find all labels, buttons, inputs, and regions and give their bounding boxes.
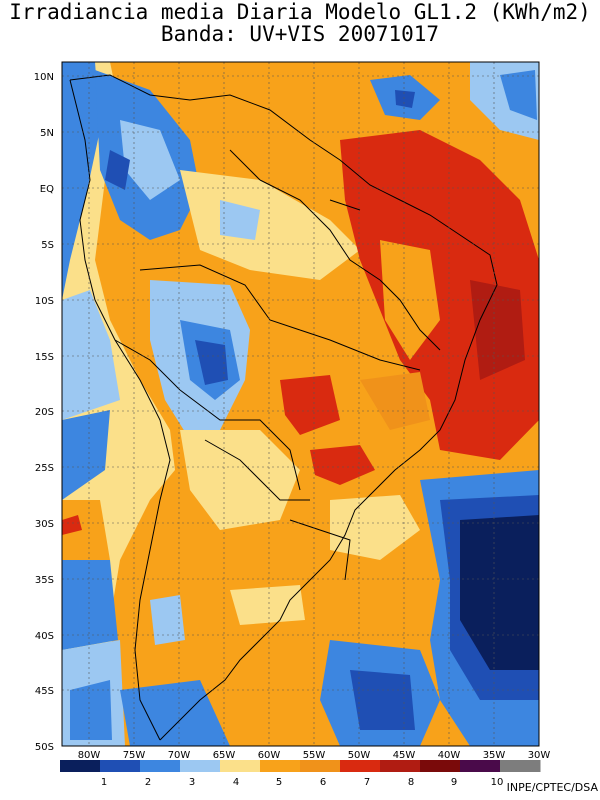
map-subtitle: Banda: UV+VIS 20071017 [160,22,440,46]
lat-label: 35S [35,575,54,586]
colorbar-swatch [500,760,541,772]
lat-label: 10S [35,296,54,307]
lat-label: 30S [35,519,54,530]
lat-label: 15S [35,352,54,363]
colorbar-label: 3 [189,777,195,788]
lon-label: 65W [213,750,236,761]
lon-label: 35W [483,750,506,761]
lat-label: 5N [40,128,54,139]
colorbar-swatch [460,760,501,772]
lon-label: 50W [348,750,371,761]
irradiance-field [62,62,539,746]
colorbar-swatch [220,760,261,772]
lon-label: 60W [258,750,281,761]
colorbar-swatch [420,760,461,772]
lat-label: 10N [34,72,54,83]
lat-label: 50S [35,742,54,753]
lat-label: 25S [35,463,54,474]
graticule [62,62,539,746]
lon-label: 55W [303,750,326,761]
lat-label: EQ [40,184,54,195]
lon-label: 70W [168,750,191,761]
colorbar-swatch [100,760,141,772]
colorbar-label: 7 [364,777,370,788]
colorbar-label: 10 [491,777,504,788]
colorbar-swatch [340,760,381,772]
colorbar-labels: 1 2 3 4 5 6 7 8 9 10 [101,777,504,788]
colorbar-swatch [380,760,421,772]
colorbar-label: 1 [101,777,107,788]
colorbar: 1 2 3 4 5 6 7 8 9 10 [60,760,541,788]
colorbar-label: 2 [145,777,151,788]
colorbar-swatch [180,760,221,772]
lon-label: 75W [123,750,146,761]
colorbar-swatch [60,760,101,772]
coastlines [69,74,498,741]
lon-label: 30W [528,750,551,761]
colorbar-label: 5 [276,777,282,788]
colorbar-label: 4 [233,777,239,788]
colorbar-swatch [140,760,181,772]
colorbar-swatch [300,760,341,772]
colorbar-label: 8 [408,777,414,788]
map-title: Irradiancia media Diaria Modelo GL1.2 (K… [9,0,591,24]
latitude-axis: 10N 5N EQ 5S 10S 15S 20S 25S 30S 35S 40S… [34,72,54,753]
lon-label: 45W [393,750,416,761]
lat-label: 45S [35,686,54,697]
colorbar-label: 9 [451,777,457,788]
lon-label: 40W [438,750,461,761]
colorbar-swatches [60,760,541,772]
lat-label: 5S [41,240,54,251]
colorbar-swatch [260,760,301,772]
credit-label: INPE/CPTEC/DSA [506,781,598,794]
lat-label: 40S [35,631,54,642]
lat-label: 20S [35,407,54,418]
colorbar-label: 6 [320,777,326,788]
longitude-axis: 80W 75W 70W 65W 60W 55W 50W 45W 40W 35W … [78,750,551,761]
map-frame [61,61,540,747]
lon-label: 80W [78,750,101,761]
